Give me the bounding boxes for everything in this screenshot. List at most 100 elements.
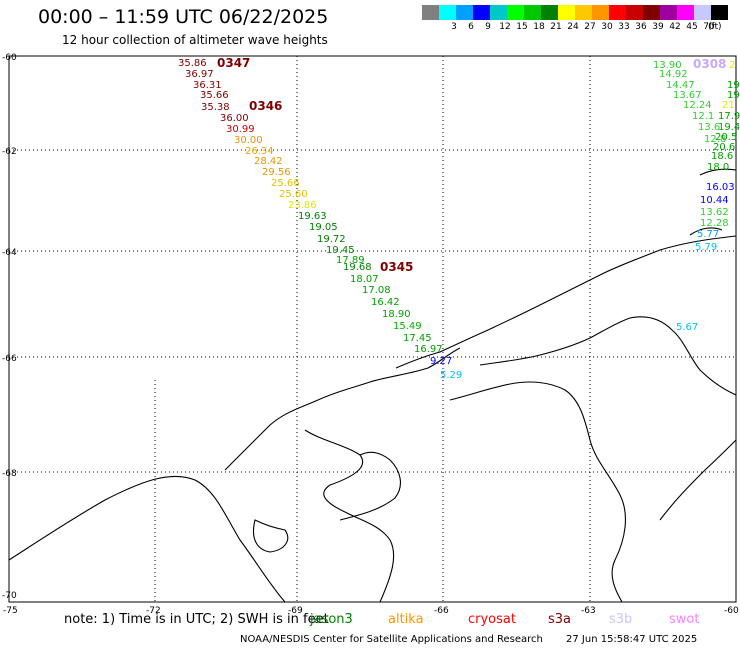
lon-label: -75 <box>3 606 18 616</box>
satellite-swot: swot <box>669 612 700 627</box>
wave-height-value: 19.63 <box>298 211 327 222</box>
wave-height-value: 19.4 <box>718 122 740 133</box>
wave-height-value: 5.29 <box>440 370 462 381</box>
coastline-peninsula-west <box>224 347 461 471</box>
legend-swatch <box>558 5 575 20</box>
wave-height-value: 12.24 <box>683 100 712 111</box>
legend-value: 36 <box>635 22 647 32</box>
satellite-altika: altika <box>388 612 424 627</box>
wave-height-value: 16.97 <box>414 344 443 355</box>
wave-height-value: 19 <box>727 90 740 101</box>
wave-height-value: 12.8 <box>704 134 726 145</box>
lat-tick-labels: -60 -62 -64 -66 -68 -70 <box>2 53 17 601</box>
wave-height-value: 14.47 <box>666 80 695 91</box>
isolated-values: 5.67 <box>676 322 698 333</box>
wave-height-value: 20.6 <box>713 142 735 153</box>
legend-swatch <box>626 5 643 20</box>
pass-label: 0346 <box>249 99 282 113</box>
wave-height-value: 18.6 <box>711 151 733 162</box>
legend-value: 9 <box>485 22 491 32</box>
legend-swatch <box>473 5 490 20</box>
lat-label: -70 <box>2 591 17 601</box>
wave-height-value: 17.08 <box>362 285 391 296</box>
wave-height-value: 26.34 <box>245 146 274 157</box>
legend-value: 39 <box>652 22 664 32</box>
lat-label: -68 <box>2 469 17 479</box>
wave-height-value: 25.66 <box>271 178 300 189</box>
coastline-north-islands <box>699 168 737 176</box>
legend-value: 21 <box>550 22 562 32</box>
wave-height-value: 9.27 <box>430 356 452 367</box>
map-frame <box>8 55 737 603</box>
legend-swatch <box>592 5 609 20</box>
track-west: 35.8636.9736.3135.6635.3836.0030.9930.00… <box>178 58 462 381</box>
legend-value: 30 <box>601 22 613 32</box>
legend-unit: (ft) <box>708 22 722 32</box>
lon-tick-labels: -75 -72 -69 -66 -63 -60 <box>3 606 739 616</box>
wave-height-value: 17.89 <box>336 255 365 266</box>
legend-swatch <box>490 5 507 20</box>
lon-label: -60 <box>724 606 739 616</box>
pass-label: 0345 <box>380 260 413 274</box>
wave-height-value: 36.31 <box>193 80 222 91</box>
legend-value: 42 <box>669 22 681 32</box>
wave-height-value: 28.42 <box>254 156 283 167</box>
legend-swatch <box>507 5 524 20</box>
generation-timestamp: 27 Jun 15:58:47 UTC 2025 <box>566 634 698 645</box>
lon-label: -66 <box>434 606 449 616</box>
wave-height-value: 2 <box>729 60 735 71</box>
legend-swatch <box>643 5 660 20</box>
wave-height-value: 13.62 <box>700 207 729 218</box>
coastline <box>8 168 737 603</box>
wave-height-value: 10.44 <box>700 195 729 206</box>
wave-height-value: 17.9 <box>718 111 740 122</box>
wave-height-value: 20.5 <box>715 132 737 143</box>
coastline-ice-shelf <box>659 439 737 521</box>
legend-swatch <box>711 5 728 20</box>
wave-height-value: 13.67 <box>673 90 702 101</box>
legend-swatch <box>422 5 439 20</box>
legend-swatch <box>609 5 626 20</box>
lat-label: -66 <box>2 354 17 364</box>
coastline-north-islands-2 <box>689 227 723 236</box>
coastline-east-peninsula <box>449 381 626 603</box>
wave-height-value: 18.90 <box>382 309 411 320</box>
wave-height-value: 13.90 <box>653 60 682 71</box>
legend-swatch <box>439 5 456 20</box>
legend-swatch <box>541 5 558 20</box>
legend-swatch <box>575 5 592 20</box>
wave-height-value: 18.07 <box>350 274 379 285</box>
wave-height-value: 5.77 <box>697 229 719 240</box>
wave-height-value: 30.00 <box>234 135 263 146</box>
wave-height-value: 30.99 <box>226 124 255 135</box>
wave-height-value: 35.38 <box>201 102 230 113</box>
credit-line: NOAA/NESDIS Center for Satellite Applica… <box>240 634 543 645</box>
coastline-inner-bay <box>304 429 395 603</box>
legend-swatch <box>694 5 711 20</box>
coastline-weddell <box>479 316 737 396</box>
legend-value: 3 <box>451 22 457 32</box>
wave-height-value: 16.42 <box>371 297 400 308</box>
wave-height-value: 19.72 <box>317 234 346 245</box>
wave-height-value: 19 <box>727 80 740 91</box>
wave-height-value: 5.79 <box>695 242 717 253</box>
map-subtitle: 12 hour collection of altimeter wave hei… <box>62 33 328 47</box>
wave-height-value: 23.86 <box>288 200 317 211</box>
map-title: 00:00 – 11:59 UTC 06/22/2025 <box>38 6 329 28</box>
legend-swatch <box>660 5 677 20</box>
wave-height-value: 13.6 <box>698 122 720 133</box>
coastline-island-a <box>339 451 401 521</box>
coastline-island-b <box>252 519 289 553</box>
legend-value: 27 <box>584 22 596 32</box>
wave-height-value: 15.49 <box>393 321 422 332</box>
legend-value: 33 <box>618 22 630 32</box>
lat-label: -60 <box>2 53 17 63</box>
wave-height-value: 12.1 <box>692 111 714 122</box>
legend-value: 18 <box>533 22 545 32</box>
wave-height-value: 35.66 <box>200 90 229 101</box>
legend-swatch <box>524 5 541 20</box>
wave-height-value: 18.0 <box>707 162 729 173</box>
